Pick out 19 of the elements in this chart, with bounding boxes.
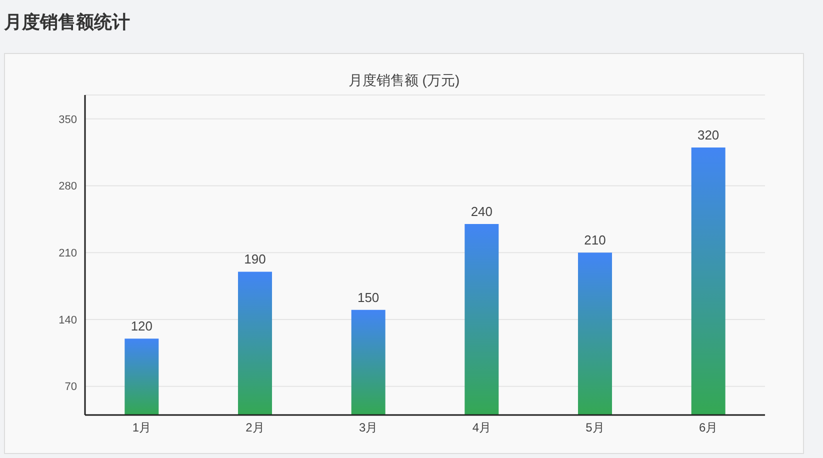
x-tick-label: 5月 (586, 420, 604, 435)
x-tick-label: 4月 (472, 420, 492, 435)
chart-title: 月度销售额统计 (4, 11, 130, 34)
x-tick-label: 2月 (246, 420, 264, 435)
y-tick-label: 140 (58, 314, 77, 326)
data-label: 150 (357, 290, 380, 305)
x-tick-label: 6月 (698, 420, 718, 435)
chart-subtitle: 月度销售额 (万元) (347, 72, 461, 90)
data-label: 240 (470, 204, 493, 219)
y-tick-label: 70 (64, 381, 77, 394)
y-tick-label: 280 (58, 180, 77, 193)
y-tick-label: 210 (58, 248, 77, 260)
x-tick-label: 1月 (132, 420, 152, 435)
y-tick-label: 350 (58, 114, 77, 126)
data-label: 320 (697, 128, 720, 143)
data-label: 210 (584, 232, 606, 248)
data-label: 190 (244, 252, 266, 267)
x-tick-label: 3月 (358, 420, 378, 435)
data-label: 120 (130, 318, 153, 334)
